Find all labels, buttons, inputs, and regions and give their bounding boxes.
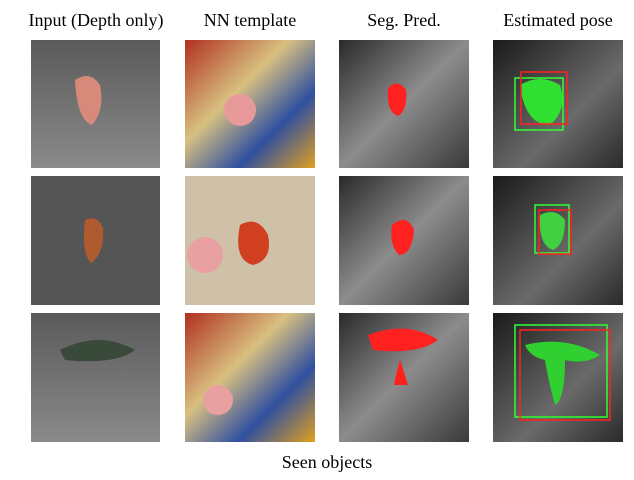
pose-box bbox=[514, 77, 564, 131]
image-row bbox=[31, 40, 623, 168]
pose-box bbox=[514, 324, 608, 418]
object-blob bbox=[75, 76, 102, 125]
object-blob bbox=[203, 385, 233, 415]
figure-caption: Seen objects bbox=[282, 452, 372, 472]
object-blob bbox=[525, 341, 600, 405]
depth-image bbox=[31, 313, 160, 442]
image-row bbox=[31, 176, 623, 305]
object-blob bbox=[224, 94, 256, 126]
pose-box bbox=[534, 204, 570, 254]
object-blob bbox=[238, 221, 269, 265]
column-header: Input (Depth only) bbox=[29, 10, 164, 31]
pose-box bbox=[520, 71, 568, 125]
object-blob bbox=[520, 79, 563, 125]
object-blob bbox=[83, 218, 104, 263]
segmentation-mask bbox=[368, 328, 438, 352]
object-blob bbox=[539, 211, 565, 250]
column-header: NN template bbox=[204, 10, 296, 30]
pose-box bbox=[519, 329, 611, 421]
object-blob bbox=[60, 340, 135, 362]
rgb-image bbox=[185, 313, 315, 442]
pose-box bbox=[538, 209, 572, 255]
image-row bbox=[31, 313, 623, 442]
segmentation-mask bbox=[391, 220, 414, 255]
object-blob bbox=[187, 237, 223, 273]
segmentation-mask bbox=[394, 360, 408, 385]
segmentation-mask bbox=[387, 83, 407, 116]
column-header: Estimated pose bbox=[503, 10, 612, 30]
column-header: Seg. Pred. bbox=[367, 10, 441, 30]
